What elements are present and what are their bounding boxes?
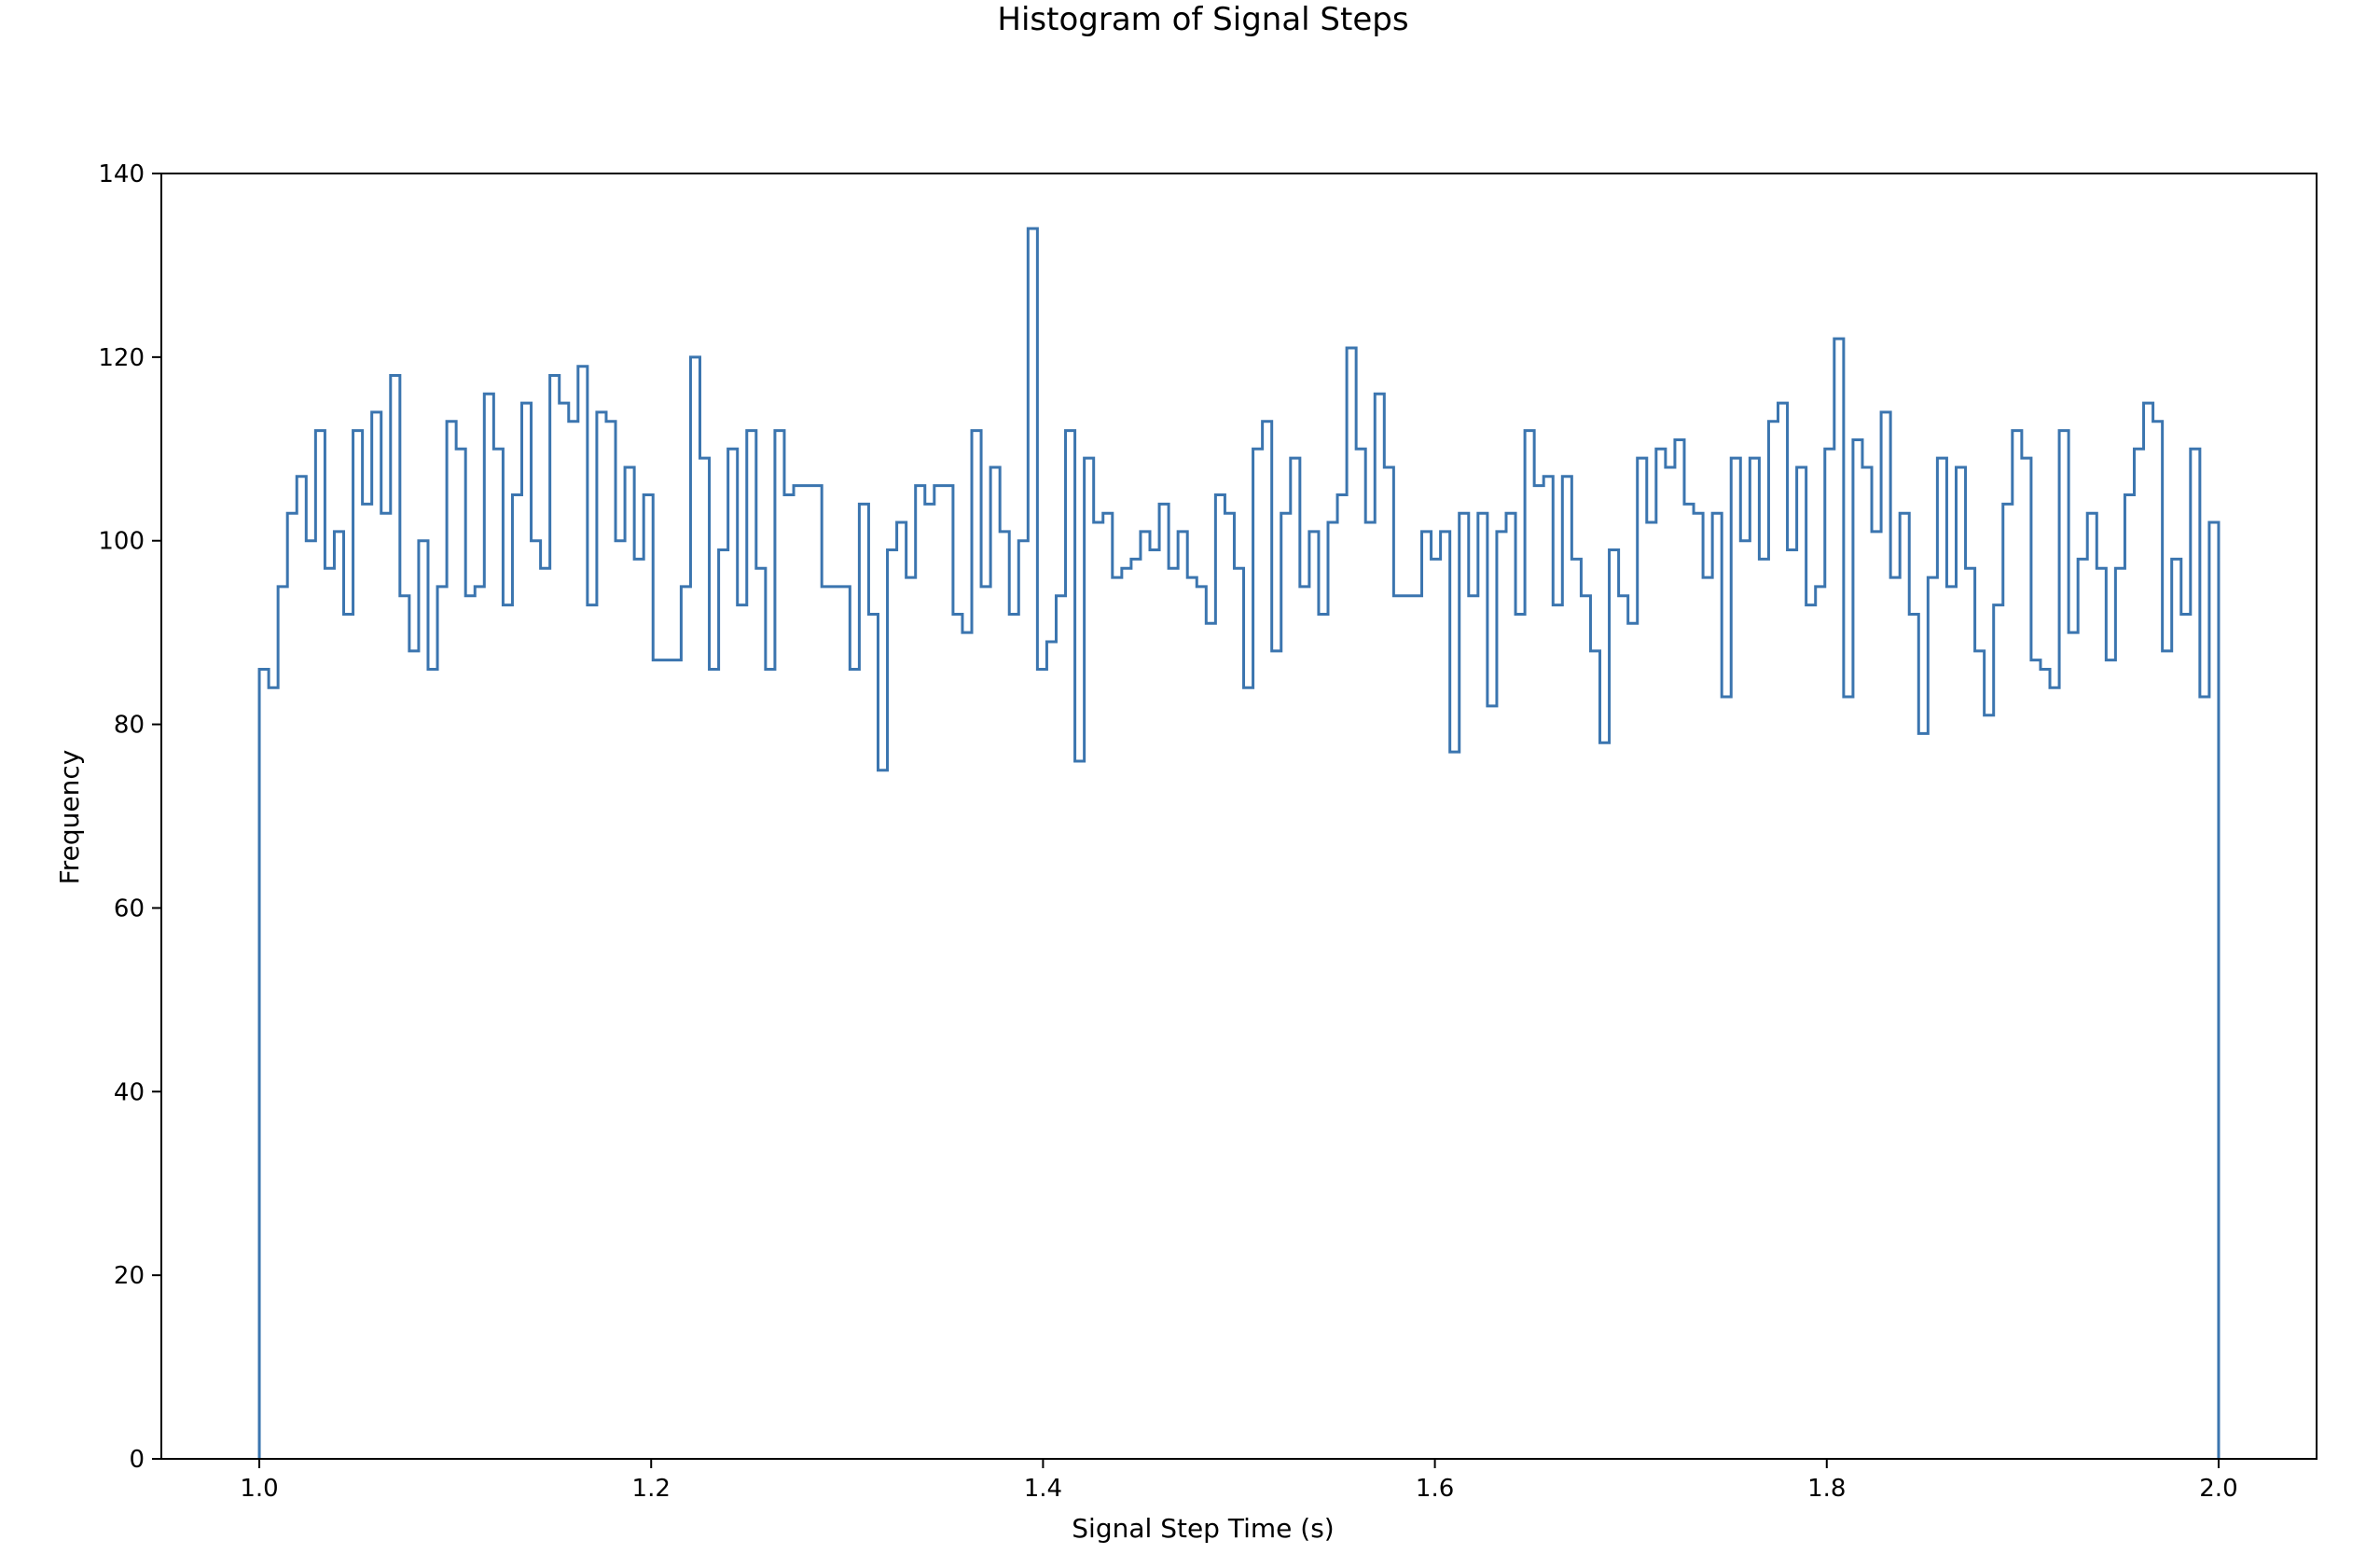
x-tick-label: 1.6 bbox=[1416, 1475, 1454, 1503]
y-tick-label: 100 bbox=[98, 528, 145, 556]
y-tick-label: 40 bbox=[114, 1078, 145, 1106]
y-tick-label: 120 bbox=[98, 344, 145, 372]
histogram-series-line bbox=[257, 227, 2221, 1459]
x-tick-label: 1.8 bbox=[1807, 1475, 1846, 1503]
x-tick-label: 2.0 bbox=[2199, 1475, 2237, 1503]
y-axis: 0 20 40 60 80 100 120 140 bbox=[98, 160, 161, 1474]
y-tick-label: 80 bbox=[114, 712, 145, 740]
x-tick-label: 1.2 bbox=[632, 1475, 671, 1503]
x-tick-label: 1.4 bbox=[1024, 1475, 1062, 1503]
y-tick-label: 60 bbox=[114, 895, 145, 923]
x-axis: 1.0 1.2 1.4 1.6 1.8 2.0 bbox=[240, 1459, 2238, 1503]
y-tick-label: 140 bbox=[98, 160, 145, 188]
chart-title: Histogram of Signal Steps bbox=[997, 1, 1408, 38]
x-axis-label: Signal Step Time (s) bbox=[1072, 1513, 1334, 1544]
y-axis-label: Frequency bbox=[54, 750, 85, 885]
y-tick-label: 0 bbox=[129, 1446, 145, 1474]
plot-frame bbox=[160, 173, 2318, 1460]
y-tick-label: 20 bbox=[114, 1262, 145, 1290]
x-tick-label: 1.0 bbox=[240, 1475, 278, 1503]
